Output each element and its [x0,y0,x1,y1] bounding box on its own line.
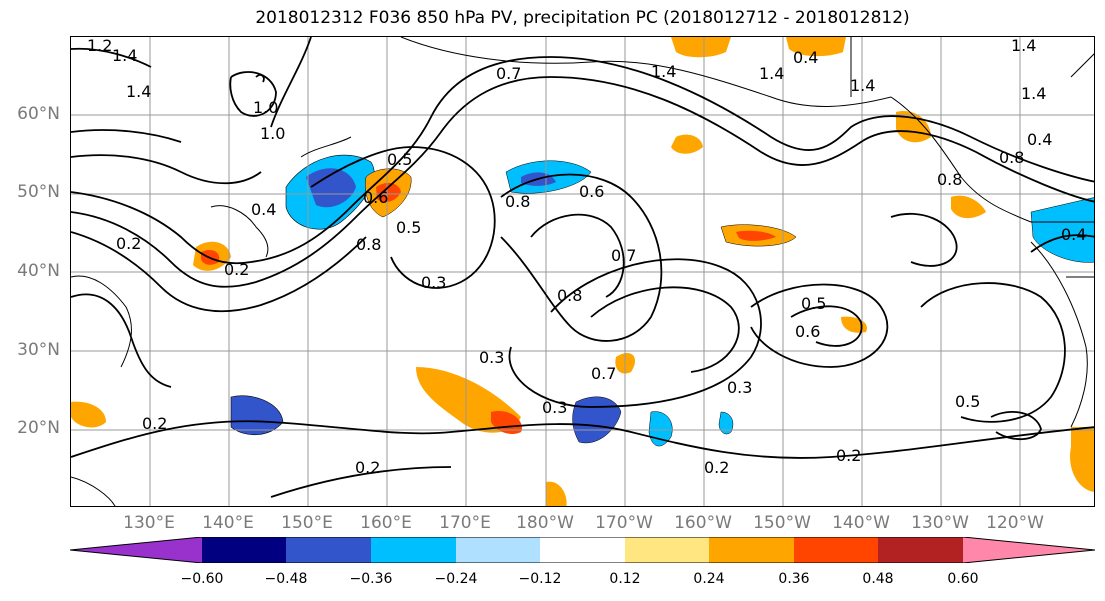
contour-label: 0.2 [836,446,861,465]
contour-label: 1.4 [1011,37,1036,55]
contour-label: 0.6 [363,188,388,207]
lon-label: 160°E [360,513,412,533]
lon-label: 150°E [281,513,333,533]
contour-label: 0.7 [496,64,521,83]
colorbar-tick-label: 0.48 [862,571,894,587]
contour-label: 1.2 [87,37,112,55]
colorbar-segment [709,537,795,563]
lon-label: 170°E [439,513,491,533]
lat-label: 40°N [17,261,60,281]
colorbar-extend-low [70,537,202,563]
contour-label: 0.6 [579,182,604,201]
lat-label: 50°N [17,182,60,202]
contour-label: 0.3 [421,273,446,292]
contour-label: 0.2 [116,234,141,253]
contour-label: 0.7 [611,246,636,265]
lon-label: 180°W [516,513,574,533]
lon-label: 120°W [986,513,1044,533]
contour-label: 0.5 [387,150,412,169]
colorbar-segment [540,537,626,563]
contour-label: 1.4 [1021,84,1046,103]
contour-label: 0.8 [356,235,381,254]
colorbar-tick-label: 0.60 [947,571,979,587]
contour-label: 0.4 [1027,130,1052,149]
lon-label: 140°E [202,513,254,533]
colorbar-segment [371,537,457,563]
contour-label: 0.6 [795,322,820,341]
lat-label: 30°N [17,340,60,360]
colorbar-segment [202,537,287,563]
colorbar-tick-label: −0.24 [434,571,478,587]
contour-label: 0.2 [355,458,380,477]
map-canvas [71,37,1094,506]
lat-label: 20°N [17,418,60,438]
lon-label: 130°E [123,513,175,533]
coastlines [71,37,1094,506]
lon-label: 140°W [832,513,890,533]
contour-labels: 1.2 1.4 1.4 1.0 1.0 0.5 0.4 0.2 0.6 0.8 … [87,37,1086,477]
pv-contours [71,37,1094,498]
colorbar-segment [625,537,710,563]
contour-label: 0.8 [505,192,530,211]
contour-label: 0.3 [727,378,752,397]
colorbar-tick-label: −0.12 [518,571,562,587]
contour-label: 0.8 [999,148,1024,167]
contour-label: 1.4 [759,64,784,83]
colorbar-tick-label: −0.36 [349,571,393,587]
lon-label: 160°W [674,513,732,533]
contour-label: 1.4 [112,46,137,65]
contour-label: 1.4 [651,62,676,81]
lat-label: 60°N [17,104,60,124]
lon-label: 170°W [595,513,653,533]
contour-label: 0.5 [396,218,421,237]
contour-label: 0.2 [224,260,249,279]
contour-label: 0.5 [955,392,980,411]
colorbar-segment [878,537,964,563]
contour-label: 0.2 [142,414,167,433]
contour-label-group: 1.2 1.4 1.4 1.0 1.0 0.5 0.4 0.2 0.6 0.8 … [87,37,1086,477]
contour-label: 0.5 [801,294,826,313]
contour-label: 1.0 [253,98,278,117]
contour-label: 0.7 [591,364,616,383]
contour-label: 0.4 [793,48,818,67]
contour-label: 0.2 [704,458,729,477]
colorbar-segment [456,537,541,563]
contour-label: 1.0 [260,124,285,143]
contour-label: 0.3 [542,398,567,417]
graticule [71,37,1094,506]
colorbar-extend-high [963,537,1095,563]
map-panel[interactable]: 1.2 1.4 1.4 1.0 1.0 0.5 0.4 0.2 0.6 0.8 … [70,36,1095,507]
contour-label: 0.4 [1061,225,1086,244]
colorbar-segment [794,537,879,563]
lon-label: 150°W [753,513,811,533]
colorbar-tick-label: 0.24 [693,571,725,587]
colorbar-tick-label: −0.48 [264,571,308,587]
colorbar [70,537,1095,563]
contour-label: 0.4 [251,200,276,219]
contour-label: 1.4 [850,76,875,95]
contour-label: 1.4 [126,82,151,101]
colorbar-tick-label: 0.36 [778,571,810,587]
contour-label: 0.8 [937,170,962,189]
lon-label: 130°W [911,513,969,533]
colorbar-segment [286,537,372,563]
contour-label: 0.8 [557,286,582,305]
map-title: 2018012312 F036 850 hPa PV, precipitatio… [255,8,910,28]
colorbar-tick-label: −0.60 [180,571,224,587]
colorbar-tick-label: 0.12 [609,571,641,587]
contour-label: 0.3 [479,348,504,367]
